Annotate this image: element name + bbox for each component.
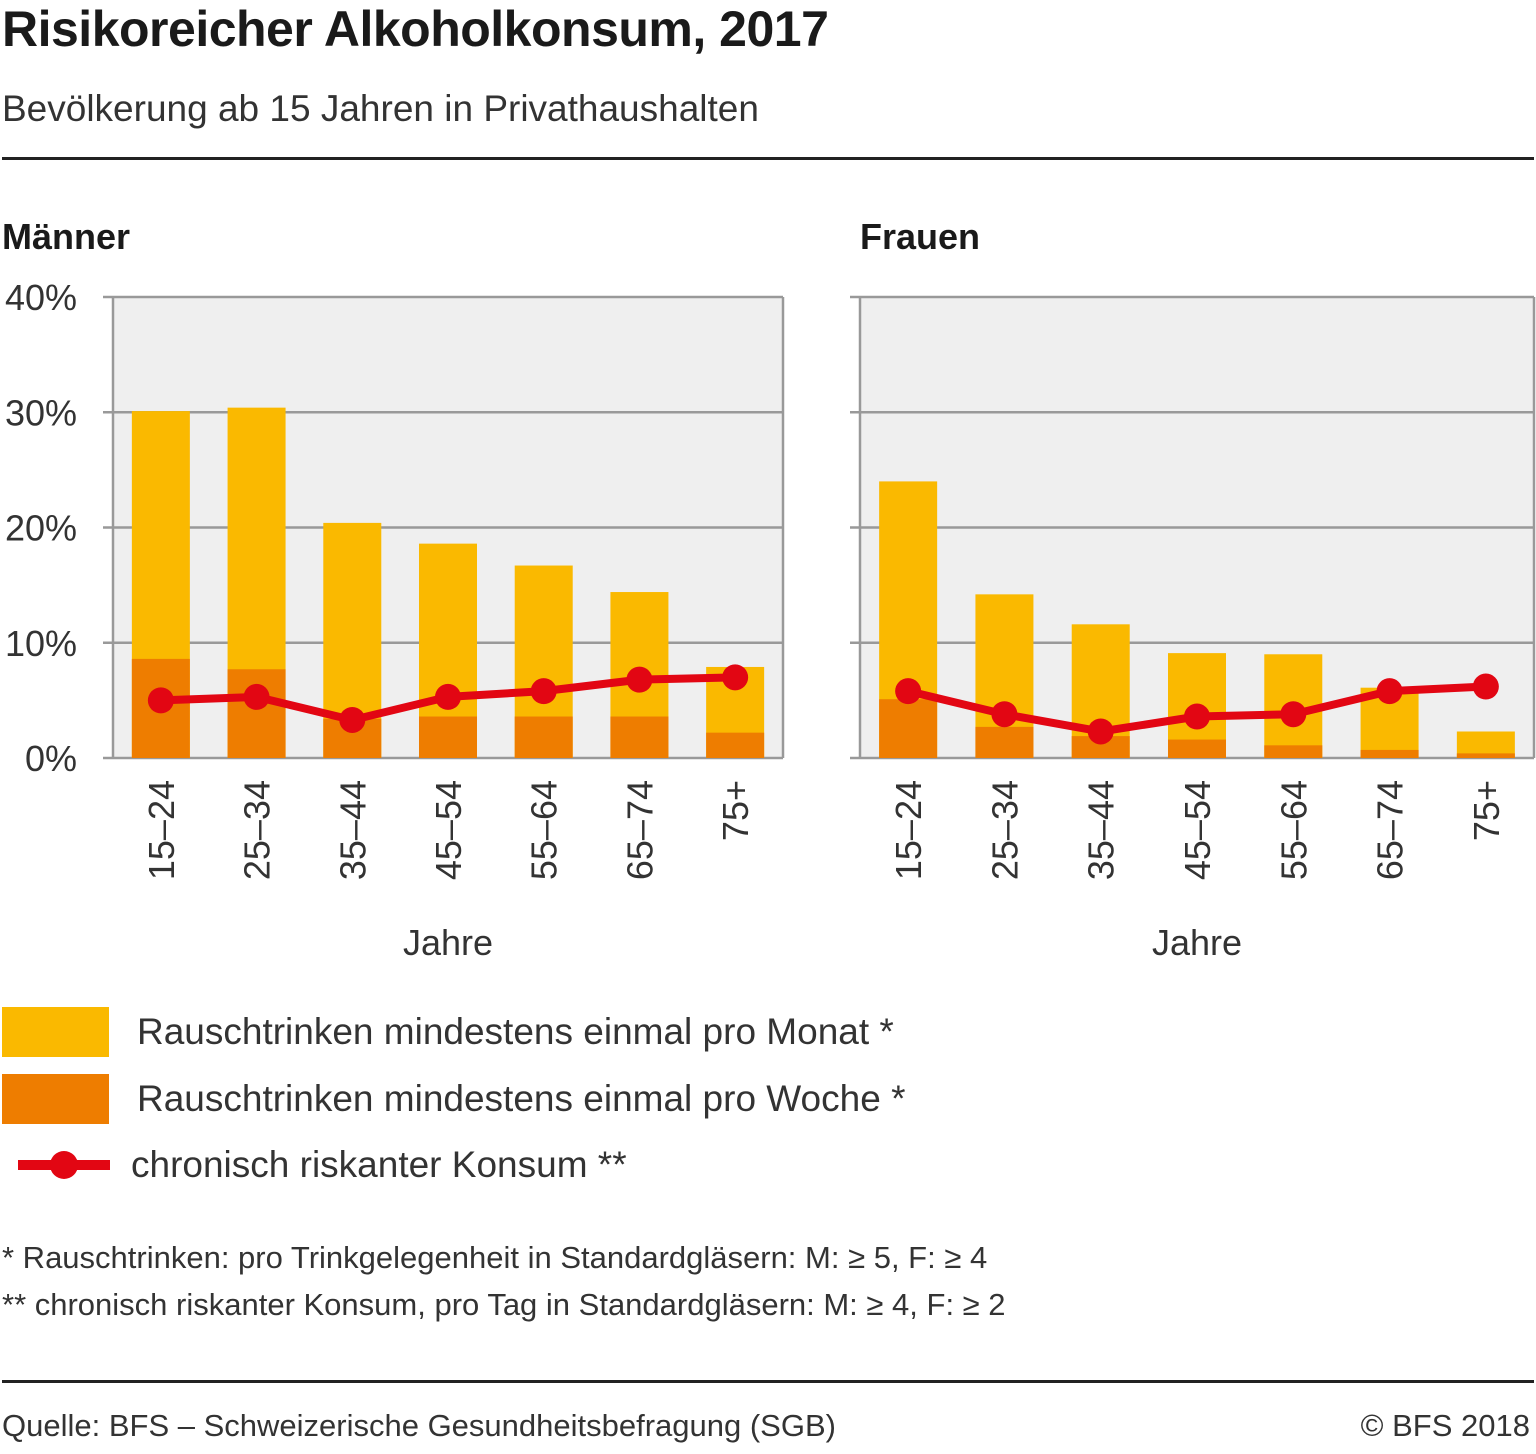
- legend-swatch-weekly: [2, 1074, 109, 1124]
- point-chronic-maenner: [435, 683, 461, 710]
- x-tick-label: 15–24: [141, 780, 182, 880]
- bottom-divider: [2, 1380, 1534, 1383]
- x-tick-label: 65–74: [619, 780, 660, 880]
- bar-weekly-frauen: [1071, 736, 1130, 758]
- point-chronic-maenner: [243, 683, 270, 710]
- x-tick-label: 35–44: [1081, 780, 1122, 880]
- bar-weekly-maenner: [419, 716, 477, 758]
- bar-weekly-frauen: [975, 726, 1034, 758]
- y-tick-label: 0%: [25, 738, 77, 779]
- top-divider: [2, 157, 1534, 160]
- bar-weekly-frauen: [879, 699, 938, 758]
- x-tick-label: 55–64: [524, 780, 565, 880]
- legend-label-chronic: chronisch riskanter Konsum **: [131, 1144, 627, 1185]
- point-chronic-frauen: [1280, 701, 1307, 728]
- bar-weekly-frauen: [1456, 753, 1515, 758]
- legend-label-weekly: Rauschtrinken mindestens einmal pro Woch…: [137, 1078, 906, 1119]
- point-chronic-frauen: [1472, 673, 1499, 700]
- y-tick-label: 10%: [5, 623, 77, 664]
- x-axis-label: Jahre: [1152, 922, 1242, 963]
- source-text: Quelle: BFS – Schweizerische Gesundheits…: [2, 1408, 836, 1443]
- legend-line-chronic-icon: [18, 1151, 110, 1179]
- y-tick-label: 40%: [5, 277, 77, 318]
- x-tick-label: 45–54: [428, 780, 469, 880]
- bar-weekly-frauen: [1360, 749, 1419, 758]
- bar-weekly-maenner: [227, 669, 286, 758]
- x-tick-label: 35–44: [332, 780, 373, 880]
- footnote-rauschtrinken: * Rauschtrinken: pro Trinkgelegenheit in…: [2, 1240, 988, 1275]
- point-chronic-frauen: [1184, 703, 1210, 730]
- x-tick-label: 45–54: [1177, 780, 1218, 880]
- x-tick-label: 75+: [715, 780, 756, 841]
- panel-title-maenner: Männer: [2, 216, 131, 257]
- point-chronic-frauen: [1087, 718, 1114, 745]
- bar-weekly-maenner: [706, 732, 765, 758]
- point-chronic-maenner: [147, 687, 174, 714]
- x-tick-label: 75+: [1466, 780, 1507, 841]
- point-chronic-maenner: [339, 706, 366, 733]
- x-tick-label: 55–64: [1273, 780, 1314, 880]
- x-tick-label: 15–24: [888, 780, 929, 880]
- charts-svg: 0% 10% 20% 30% 40% 15–24 25–34 35–44 45–54 55–64 6…: [5, 277, 1536, 963]
- bar-weekly-maenner: [610, 716, 669, 758]
- chart-subtitle: Bevölkerung ab 15 Jahren in Privathausha…: [2, 88, 759, 129]
- panel-title-frauen: Frauen: [860, 216, 981, 257]
- point-chronic-maenner: [530, 678, 557, 705]
- chart-panel-frauen: 15–24 25–34 35–44 45–54 55–64 65–74 75+ Jahre: [850, 295, 1536, 963]
- x-tick-label: 65–74: [1370, 780, 1411, 880]
- x-axis-label: Jahre: [403, 922, 493, 963]
- point-chronic-frauen: [1376, 678, 1403, 705]
- chart-title: Risikoreicher Alkoholkonsum, 2017: [2, 1, 829, 57]
- y-tick-label: 20%: [5, 508, 77, 549]
- legend-swatch-monthly: [2, 1007, 109, 1057]
- x-tick-label: 25–34: [984, 780, 1025, 880]
- y-tick-label: 30%: [5, 392, 77, 433]
- point-chronic-maenner: [722, 664, 749, 691]
- point-chronic-maenner: [626, 666, 653, 693]
- bar-weekly-frauen: [1168, 739, 1226, 758]
- bar-weekly-frauen: [1264, 745, 1323, 758]
- bar-weekly-maenner: [514, 716, 573, 758]
- x-tick-label: 25–34: [237, 780, 278, 880]
- point-chronic-frauen: [991, 701, 1018, 728]
- footnote-chronisch: ** chronisch riskanter Konsum, pro Tag i…: [2, 1287, 1006, 1322]
- point-chronic-frauen: [895, 678, 922, 705]
- legend-label-monthly: Rauschtrinken mindestens einmal pro Mona…: [137, 1011, 894, 1052]
- chart-panel-maenner: 0% 10% 20% 30% 40% 15–24 25–34 35–44 45–54 55–64 6…: [5, 277, 785, 963]
- copyright-text: © BFS 2018: [1360, 1408, 1530, 1443]
